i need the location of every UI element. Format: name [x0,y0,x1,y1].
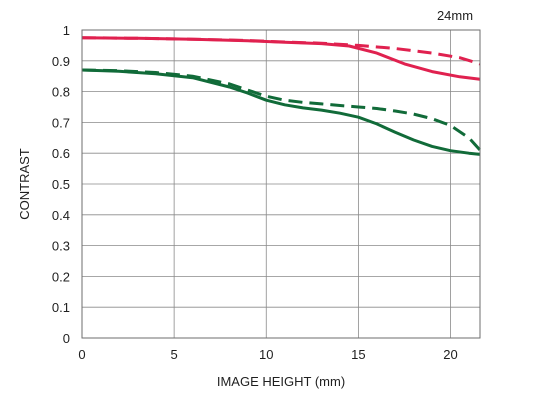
y-tick-label: 0.4 [52,208,70,223]
y-tick-labels: 0 0.1 0.2 0.3 0.4 0.5 0.6 0.7 0.8 0.9 1 [52,23,70,346]
x-axis-title: IMAGE HEIGHT (mm) [217,374,345,389]
y-tick-label: 0.5 [52,177,70,192]
plot-frame [81,29,481,339]
y-tick-label: 0 [63,331,70,346]
series-line-4 [81,68,482,152]
x-tick-label: 0 [78,347,85,362]
x-tick-label: 15 [351,347,365,362]
x-tick-label: 10 [259,347,273,362]
y-tick-label: 0.6 [52,146,70,161]
y-tick-label: 0.3 [52,239,70,254]
x-tick-label: 5 [171,347,178,362]
y-tick-label: 0.2 [52,269,70,284]
series-line-2 [81,36,481,66]
x-tick-labels: 0 5 10 15 20 [78,347,457,362]
x-tick-label: 20 [443,347,457,362]
y-tick-label: 0.7 [52,115,70,130]
y-tick-label: 0.8 [52,85,70,100]
series-line-3 [81,68,481,156]
y-tick-label: 0.1 [52,300,70,315]
y-axis-title: CONTRAST [17,148,32,220]
series-lines [81,36,482,156]
focal-length-label: 24mm [437,8,473,23]
grid [81,29,480,339]
y-tick-label: 1 [63,23,70,38]
y-tick-label: 0.9 [52,54,70,69]
